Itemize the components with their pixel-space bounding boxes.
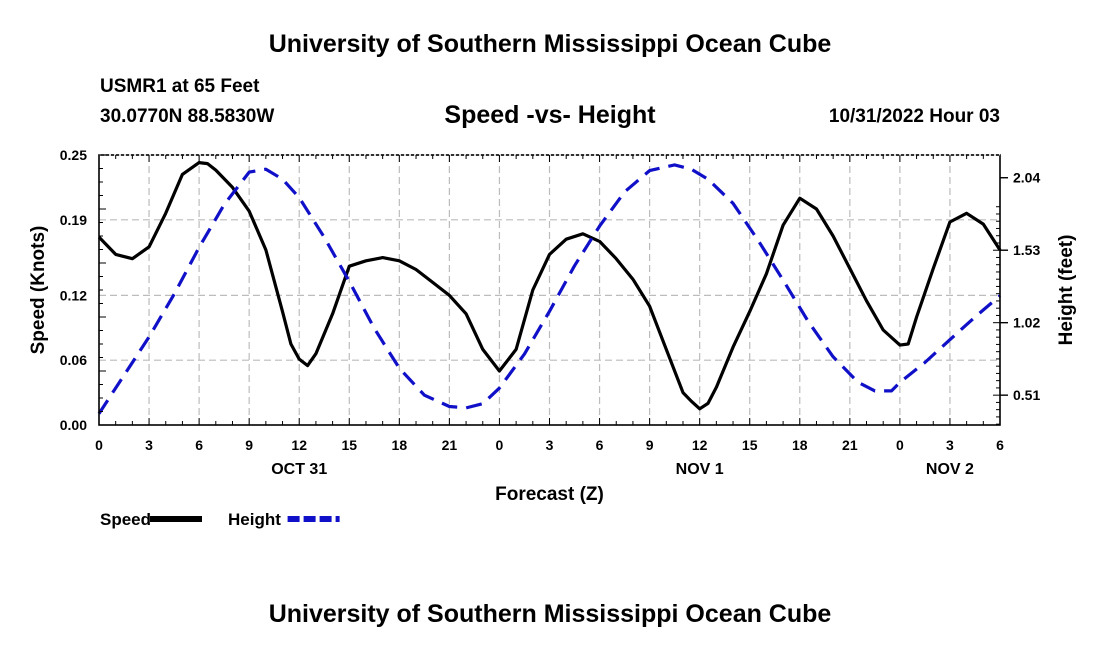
y-axis-title: Speed (Knots)	[28, 226, 49, 355]
legend-label-height: Height	[228, 510, 281, 529]
x-tick-label: 12	[291, 437, 307, 453]
x-tick-label: 0	[95, 437, 103, 453]
x-axis-title: Forecast (Z)	[495, 484, 604, 505]
grid	[99, 155, 1000, 425]
axes: 0 3 6 9 12 15 18 21 0 3 6 9 12 15 18 21 0 3 6 OCT 31 NOV 1 NO…	[28, 147, 1077, 505]
x-tick-label: 15	[742, 437, 758, 453]
x-tick-label: 21	[842, 437, 858, 453]
x-tick-label: 3	[546, 437, 554, 453]
coordinates-label: 30.0770N 88.5830W	[100, 106, 275, 127]
y-tick-label: 0.00	[60, 417, 87, 433]
date-label: OCT 31	[271, 461, 327, 478]
series-line-speed	[97, 161, 1002, 411]
y2-axis-title: Height (feet)	[1056, 235, 1077, 346]
x-tick-label: 6	[996, 437, 1004, 453]
x-tick-label: 18	[392, 437, 408, 453]
x-tick-label: 6	[195, 437, 203, 453]
page-title: University of Southern Mississippi Ocean…	[268, 30, 832, 58]
x-tick-label: 9	[245, 437, 253, 453]
x-tick-label: 3	[946, 437, 954, 453]
x-tick-label: 12	[692, 437, 708, 453]
chart-subtitle: Speed -vs- Height	[444, 101, 656, 129]
footer-title: University of Southern Mississippi Ocean…	[268, 600, 832, 628]
forecast-datetime: 10/31/2022 Hour 03	[828, 106, 1000, 127]
legend-label-speed: Speed	[100, 510, 151, 529]
y2-tick-label: 0.51	[1013, 387, 1040, 403]
date-label: NOV 1	[676, 461, 724, 478]
series-lines	[97, 161, 1002, 415]
x-tick-label: 21	[442, 437, 458, 453]
y-tick-label: 0.06	[60, 352, 87, 368]
x-tick-label: 3	[145, 437, 153, 453]
x-tick-label: 0	[496, 437, 504, 453]
series-line-height	[97, 163, 1002, 415]
y-tick-label: 0.19	[60, 212, 87, 228]
x-tick-label: 18	[792, 437, 808, 453]
y2-tick-label: 2.04	[1013, 170, 1040, 186]
x-tick-label: 6	[596, 437, 604, 453]
legend: Speed Height	[100, 510, 340, 529]
y2-tick-label: 1.02	[1013, 315, 1040, 331]
y-tick-label: 0.12	[60, 287, 87, 303]
y-tick-label: 0.25	[60, 147, 87, 163]
date-label: NOV 2	[926, 461, 974, 478]
x-tick-label: 9	[646, 437, 654, 453]
x-tick-label: 15	[341, 437, 357, 453]
x-tick-label: 0	[896, 437, 904, 453]
y2-tick-label: 1.53	[1013, 242, 1040, 258]
station-label: USMR1 at 65 Feet	[100, 76, 260, 97]
